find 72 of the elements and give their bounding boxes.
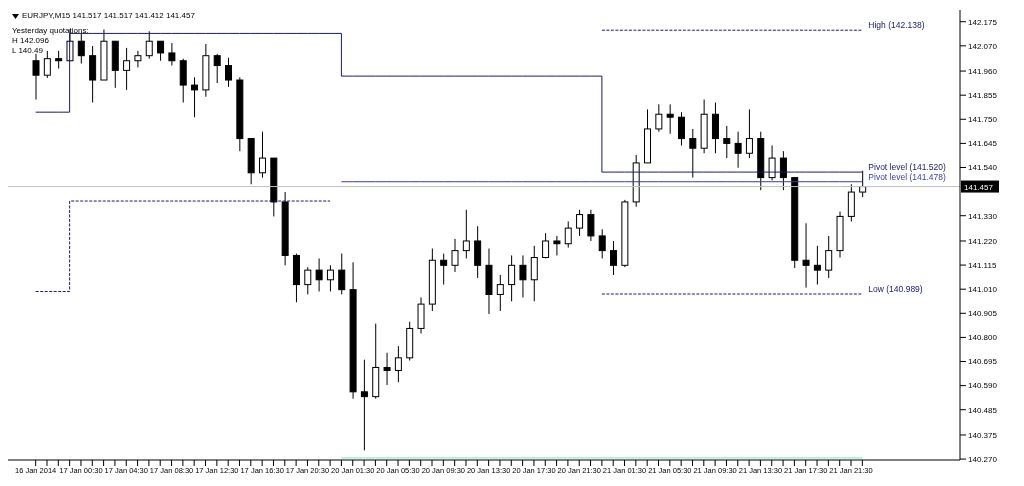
y-tick-label: 141.115 bbox=[968, 260, 997, 270]
candlestick bbox=[304, 266, 312, 295]
candlestick bbox=[360, 359, 368, 451]
candlestick bbox=[32, 53, 40, 101]
candlestick bbox=[677, 111, 685, 146]
y-tick-label: 141.540 bbox=[968, 163, 998, 173]
y-tick-label: 141.330 bbox=[968, 211, 998, 221]
candlestick bbox=[462, 209, 470, 259]
y-tick-label: 140.270 bbox=[968, 454, 998, 464]
candlestick bbox=[43, 50, 51, 79]
candlestick bbox=[859, 170, 867, 198]
candlestick bbox=[745, 108, 753, 159]
candlestick bbox=[598, 228, 606, 259]
candlestick bbox=[258, 131, 266, 179]
y-tick-label: 140.485 bbox=[968, 405, 998, 415]
y-tick-label: 140.590 bbox=[968, 381, 998, 391]
y-tick-label: 140.800 bbox=[968, 333, 998, 343]
candlestick bbox=[734, 131, 742, 169]
candlestick bbox=[168, 42, 176, 67]
candlestick bbox=[315, 257, 323, 292]
y-tick-label: 140.905 bbox=[968, 309, 998, 319]
annotation: Yesterday quotations: bbox=[12, 26, 90, 36]
series-label: Pivot level (141.520) bbox=[868, 162, 946, 173]
annotation: H 142.096 bbox=[12, 36, 50, 46]
candlestick bbox=[723, 125, 731, 159]
candlestick bbox=[587, 209, 595, 242]
candlestick bbox=[440, 253, 448, 286]
candlestick bbox=[134, 50, 142, 68]
candlestick bbox=[394, 345, 402, 383]
candlestick bbox=[451, 238, 459, 273]
candlestick bbox=[496, 274, 504, 312]
candlestick bbox=[157, 40, 165, 62]
candlestick bbox=[813, 245, 821, 286]
series-label: Pivot level (141.478) bbox=[868, 171, 946, 182]
y-tick-label: 140.695 bbox=[968, 357, 998, 367]
candlestick bbox=[383, 352, 391, 386]
y-tick-label: 141.645 bbox=[968, 139, 998, 149]
candlestick bbox=[779, 150, 787, 191]
y-tick-label: 141.010 bbox=[968, 285, 998, 295]
y-tick-label: 141.960 bbox=[968, 66, 998, 76]
candlestick bbox=[519, 254, 527, 298]
candlestick bbox=[338, 253, 346, 295]
candlestick bbox=[225, 57, 233, 88]
series-label: Low (140.989) bbox=[868, 284, 923, 295]
y-tick-label: 141.750 bbox=[968, 115, 998, 125]
y-tick-label: 140.375 bbox=[968, 430, 998, 440]
candlestick bbox=[145, 30, 153, 60]
candlestick bbox=[825, 235, 833, 279]
y-tick-label: 141.220 bbox=[968, 236, 998, 246]
chart-title: EURJPY,M15 141.517 141.517 141.412 141.457 bbox=[22, 11, 195, 21]
candlestick bbox=[802, 222, 810, 289]
candlestick bbox=[508, 254, 516, 302]
candlestick bbox=[553, 235, 561, 256]
ref-line-label: 141.457 bbox=[964, 182, 994, 192]
candlestick bbox=[542, 232, 550, 259]
candlestick bbox=[768, 144, 776, 181]
candlestick bbox=[576, 209, 584, 237]
candlestick bbox=[689, 128, 697, 179]
candlestick bbox=[191, 76, 199, 118]
candlestick bbox=[610, 240, 618, 276]
series-label: High (142.138) bbox=[868, 20, 925, 31]
y-tick-label: 141.855 bbox=[968, 91, 998, 101]
candlestick bbox=[213, 53, 221, 84]
candlestick bbox=[564, 220, 572, 249]
y-tick-label: 142.175 bbox=[968, 17, 998, 27]
candlestick bbox=[666, 103, 674, 135]
candlestick bbox=[123, 47, 131, 91]
candlestick bbox=[326, 264, 334, 292]
y-tick-label: 142.070 bbox=[968, 41, 998, 51]
candlestick bbox=[655, 103, 663, 133]
candlestick bbox=[530, 245, 538, 302]
annotation: L 140.49 bbox=[12, 46, 44, 56]
